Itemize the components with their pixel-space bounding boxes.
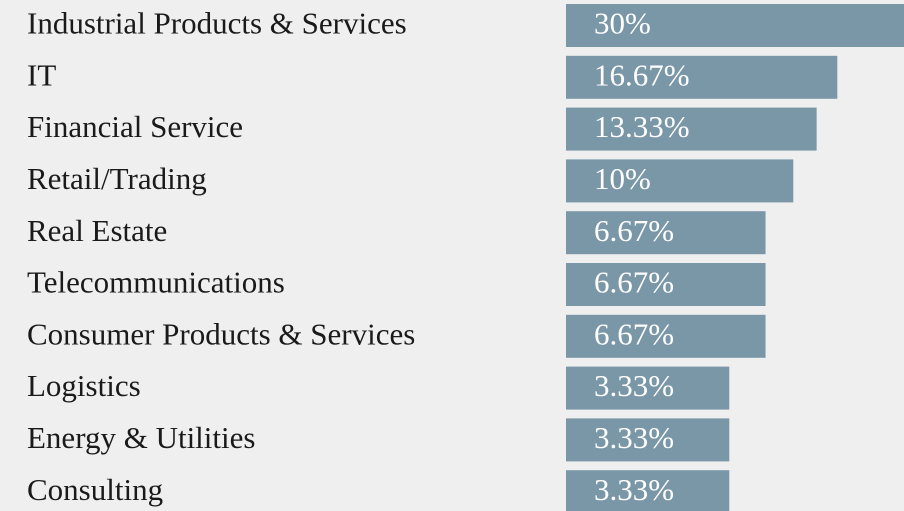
value-label: 6.67% — [594, 213, 674, 248]
bar — [566, 314, 766, 358]
bar — [566, 159, 794, 203]
bar — [566, 211, 766, 255]
category-label: Energy & Utilities — [27, 420, 255, 455]
value-label: 6.67% — [594, 316, 674, 351]
category-label: IT — [27, 57, 56, 92]
category-label: Retail/Trading — [27, 161, 207, 196]
bar — [566, 418, 730, 462]
value-label: 3.33% — [594, 472, 674, 507]
category-label: Telecommunications — [27, 265, 285, 300]
value-label: 3.33% — [594, 420, 674, 455]
value-label: 30% — [594, 6, 651, 41]
bar — [566, 366, 730, 410]
bar — [566, 107, 817, 151]
category-label: Consulting — [27, 472, 163, 507]
value-label: 10% — [594, 161, 651, 196]
value-label: 13.33% — [594, 109, 690, 144]
category-label: Financial Service — [27, 109, 243, 144]
category-label: Logistics — [27, 368, 141, 403]
category-label: Industrial Products & Services — [27, 6, 407, 41]
value-label: 6.67% — [594, 265, 674, 300]
bar — [566, 55, 838, 99]
category-label: Real Estate — [27, 213, 167, 248]
value-label: 3.33% — [594, 368, 674, 403]
bar — [566, 263, 766, 306]
category-label: Consumer Products & Services — [27, 316, 415, 351]
bar — [566, 4, 904, 47]
bar — [566, 470, 730, 511]
value-label: 16.67% — [594, 57, 690, 92]
